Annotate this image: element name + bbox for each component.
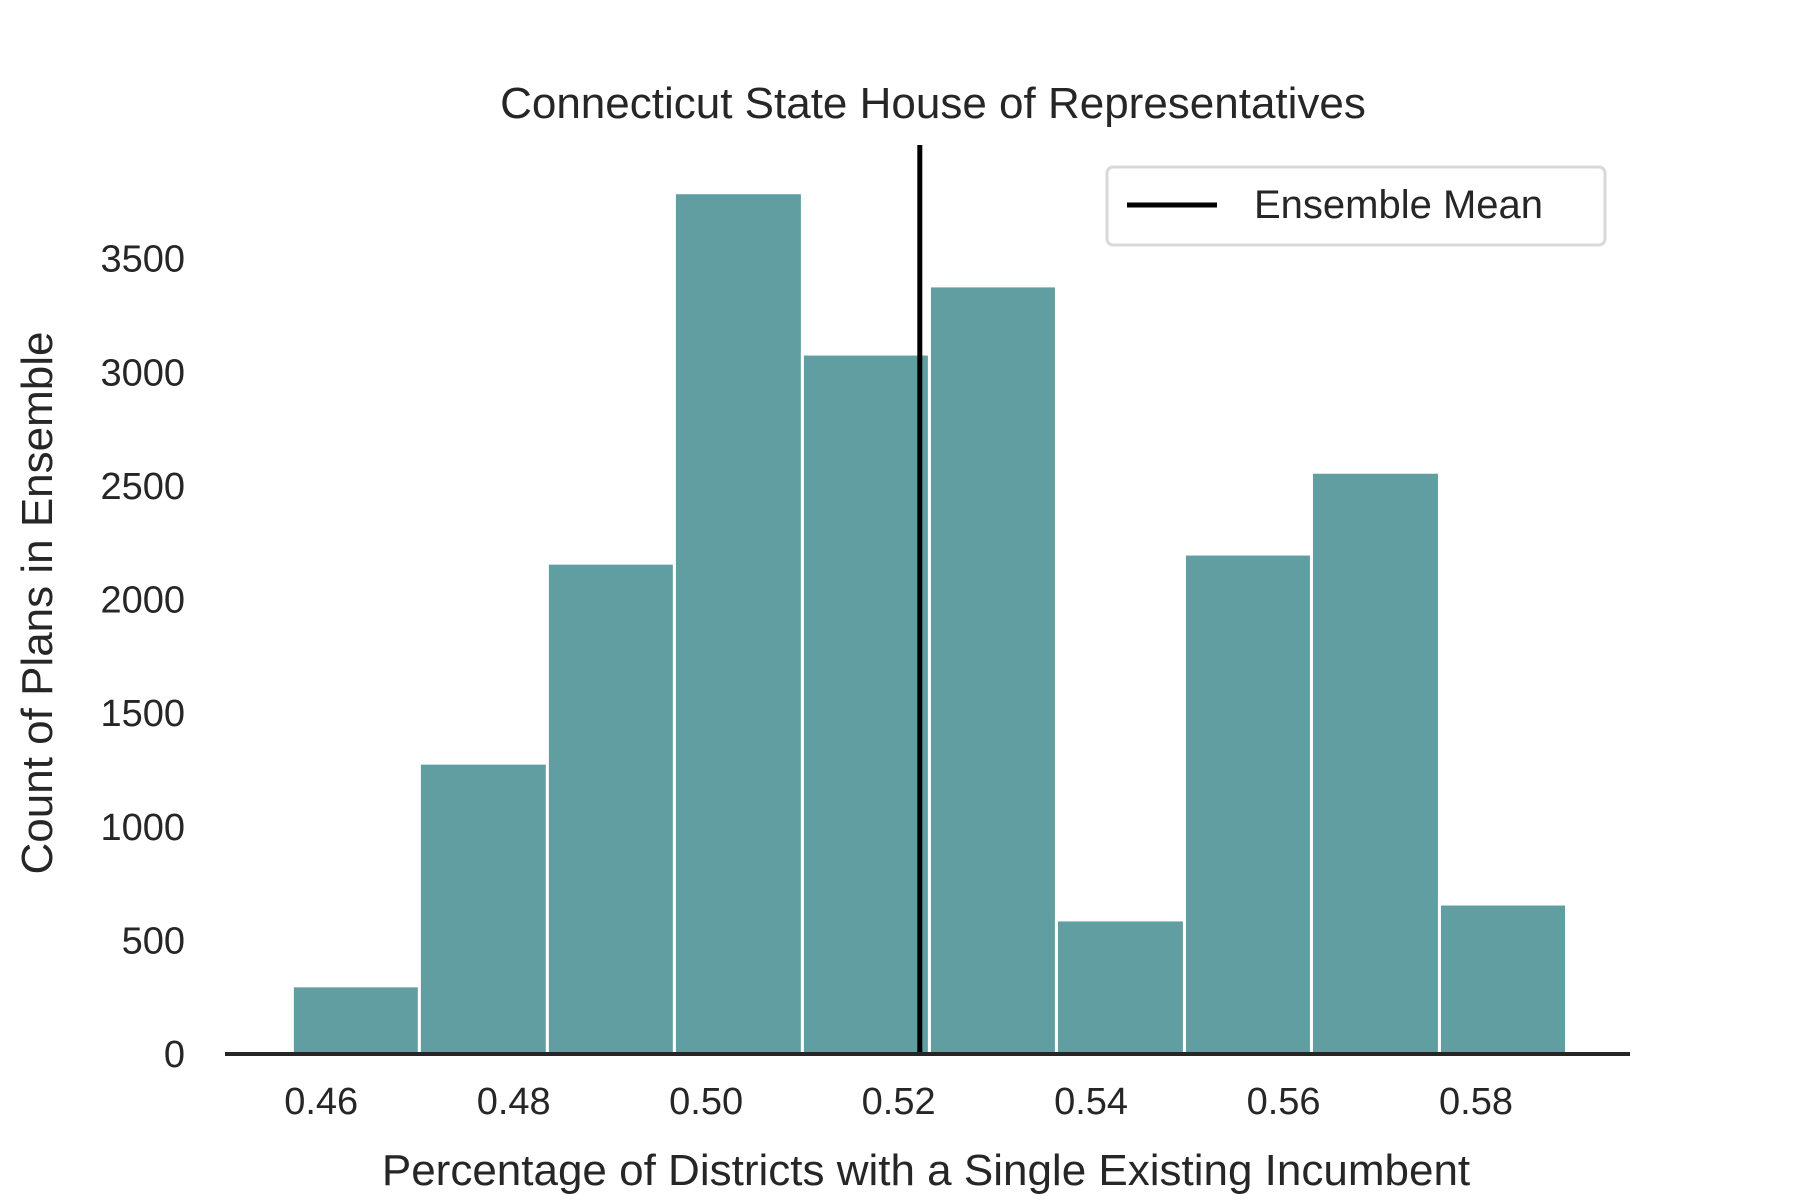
chart-title: Connecticut State House of Representativ… xyxy=(500,79,1366,128)
histogram-bar xyxy=(1437,902,1568,1056)
legend: Ensemble Mean xyxy=(1105,165,1607,247)
y-tick-label: 3500 xyxy=(100,239,185,281)
x-tick-label: 0.52 xyxy=(862,1081,936,1123)
legend-box xyxy=(1105,165,1607,247)
histogram-bar xyxy=(672,191,804,1056)
histogram-bar xyxy=(545,561,676,1056)
bars-group xyxy=(290,191,1568,1056)
x-tick-labels: 0.46 0.48 0.50 0.52 0.54 0.56 0.58 xyxy=(284,1081,1513,1123)
legend-mean-label: Ensemble Mean xyxy=(1254,183,1543,227)
y-tick-label: 500 xyxy=(122,920,185,962)
y-tick-label: 1000 xyxy=(100,807,185,849)
y-axis-label: Count of Plans in Ensemble xyxy=(13,332,62,875)
histogram-bar xyxy=(290,984,421,1056)
y-tick-label: 2500 xyxy=(100,466,185,508)
x-tick-label: 0.46 xyxy=(284,1081,358,1123)
x-tick-label: 0.58 xyxy=(1439,1081,1513,1123)
x-tick-label: 0.56 xyxy=(1247,1081,1321,1123)
y-tick-label: 1500 xyxy=(100,693,185,735)
x-axis-label: Percentage of Districts with a Single Ex… xyxy=(382,1146,1470,1195)
x-tick-label: 0.48 xyxy=(477,1081,551,1123)
histogram-bar xyxy=(927,284,1058,1056)
histogram-bar xyxy=(417,761,549,1056)
x-tick-label: 0.54 xyxy=(1054,1081,1128,1123)
y-tick-label: 3000 xyxy=(100,352,185,394)
histogram-bar xyxy=(1182,552,1313,1056)
y-tick-label: 2000 xyxy=(100,580,185,622)
histogram-bar xyxy=(1309,470,1441,1056)
histogram-bar xyxy=(1054,918,1186,1056)
y-tick-label: 0 xyxy=(164,1034,185,1076)
x-tick-label: 0.50 xyxy=(669,1081,743,1123)
y-tick-labels: 0 500 1000 1500 2000 2500 3000 3500 xyxy=(100,239,185,1076)
histogram-bar xyxy=(800,352,931,1056)
